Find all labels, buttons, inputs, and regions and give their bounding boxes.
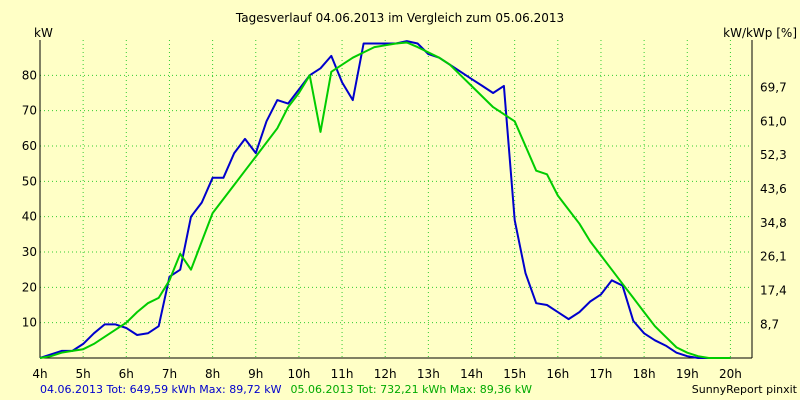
y-axis-label-right: kW/kWp [%] [723,26,797,40]
y-tick-label-right: 34,8 [760,216,787,230]
y-tick-label-right: 69,7 [760,81,787,95]
x-tick-label: 17h [590,367,613,381]
x-tick-label: 12h [374,367,397,381]
y-tick-label-left: 40 [22,210,37,224]
y-tick-label-left: 10 [22,316,37,330]
x-tick-label: 7h [162,367,177,381]
y-tick-label-left: 50 [22,174,37,188]
series-line-2 [39,41,731,359]
footer-blue-stats: 04.06.2013 Tot: 649,59 kWh Max: 89,72 kW [40,383,282,396]
y-tick-label-right: 17,4 [760,284,787,298]
x-tick-label: 19h [676,367,699,381]
y-axis-label-left: kW [34,26,53,40]
y-tick-label-left: 60 [22,139,37,153]
x-tick-label: 8h [205,367,220,381]
axes [39,40,753,359]
series-line-1 [39,40,731,359]
x-tick-label: 6h [119,367,134,381]
y-tick-label-right: 61,0 [760,115,787,129]
x-tick-label: 11h [331,367,354,381]
series-group [39,40,731,359]
footer-stats: 04.06.2013 Tot: 649,59 kWh Max: 89,72 kW… [40,378,532,397]
x-tick-label: 15h [503,367,526,381]
x-tick-label: 18h [633,367,656,381]
y-tick-label-right: 26,1 [760,250,787,264]
x-tick-label: 16h [546,367,569,381]
x-tick-label: 20h [719,367,742,381]
x-tick-label: 10h [287,367,310,381]
x-tick-label: 9h [248,367,263,381]
tick-labels: 4h 5h 6h 7h 8h 9h 10h 11h 12h 13h 14h 15h 16h 17h 18h 1… [22,68,787,381]
footer-credit: SunnyReport pinxit [692,383,798,396]
grid-lines [40,40,752,358]
y-tick-label-left: 70 [22,104,37,118]
x-tick-label: 4h [32,367,47,381]
footer-green-stats: 05.06.2013 Tot: 732,21 kWh Max: 89,36 kW [291,383,533,396]
x-tick-label: 14h [460,367,483,381]
y-tick-label-left: 20 [22,280,37,294]
y-tick-label-right: 8,7 [760,317,779,331]
y-tick-label-right: 52,3 [760,148,787,162]
y-tick-label-right: 43,6 [760,182,787,196]
y-tick-label-left: 30 [22,245,37,259]
chart-title: Tagesverlauf 04.06.2013 im Vergleich zum… [235,11,564,25]
x-tick-label: 5h [76,367,91,381]
x-tick-label: 13h [417,367,440,381]
y-tick-label-left: 80 [22,68,37,82]
